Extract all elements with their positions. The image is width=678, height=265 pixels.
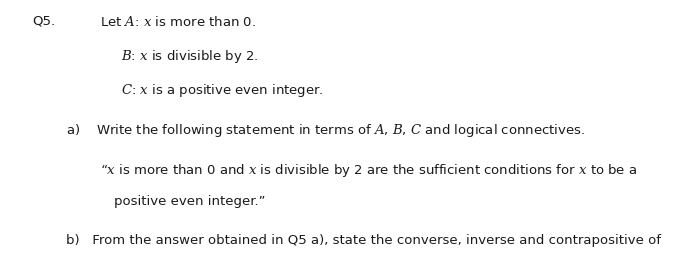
Text: $B$: $x$ is divisible by 2.: $B$: $x$ is divisible by 2. bbox=[121, 48, 258, 65]
Text: Q5.: Q5. bbox=[33, 15, 56, 28]
Text: Let $A$: $x$ is more than 0.: Let $A$: $x$ is more than 0. bbox=[100, 15, 256, 29]
Text: a)    Write the following statement in terms of $A$, $B$, $C$ and logical connec: a) Write the following statement in term… bbox=[66, 122, 586, 139]
Text: b)   From the answer obtained in Q5 a), state the converse, inverse and contrapo: b) From the answer obtained in Q5 a), st… bbox=[66, 234, 662, 247]
Text: positive even integer.”: positive even integer.” bbox=[114, 195, 265, 208]
Text: $C$: $x$ is a positive even integer.: $C$: $x$ is a positive even integer. bbox=[121, 82, 323, 99]
Text: “$x$ is more than 0 and $x$ is divisible by 2 are the sufficient conditions for : “$x$ is more than 0 and $x$ is divisible… bbox=[100, 162, 637, 179]
